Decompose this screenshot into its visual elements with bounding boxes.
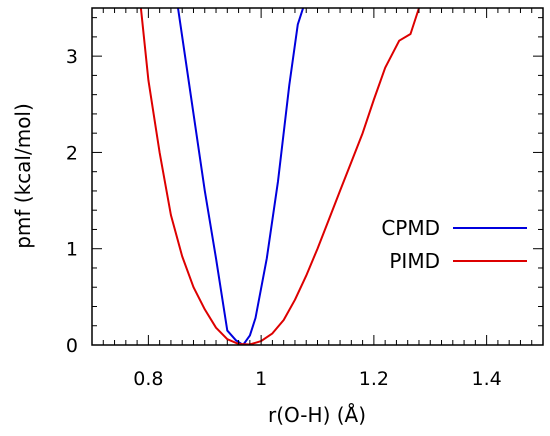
y-tick-label: 2	[66, 142, 78, 164]
y-tick-label: 1	[66, 239, 78, 261]
series-layer	[139, 8, 421, 345]
series-line-cpmd	[176, 8, 305, 345]
x-axis-label: r(O-H) (Å)	[268, 403, 366, 427]
legend: CPMD PIMD	[381, 216, 527, 273]
x-tick-label: 1.4	[472, 368, 502, 390]
series-line-pimd	[139, 8, 421, 345]
y-tick-label: 0	[66, 335, 78, 357]
plot-frame	[91, 7, 544, 346]
y-tick-label: 3	[66, 46, 78, 68]
y-axis-label: pmf (kcal/mol)	[11, 103, 35, 249]
x-tick-label: 1.2	[359, 368, 389, 390]
ticks-layer: 0.8 1 1.2 1.4 0 1 2 3	[66, 8, 544, 390]
x-tick-label: 0.8	[133, 368, 163, 390]
legend-label-pimd: PIMD	[389, 249, 440, 273]
legend-label-cpmd: CPMD	[381, 216, 440, 240]
x-tick-label: 1	[255, 368, 267, 390]
